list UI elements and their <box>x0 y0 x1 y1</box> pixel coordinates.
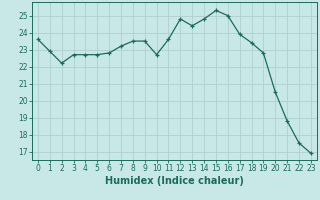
X-axis label: Humidex (Indice chaleur): Humidex (Indice chaleur) <box>105 176 244 186</box>
